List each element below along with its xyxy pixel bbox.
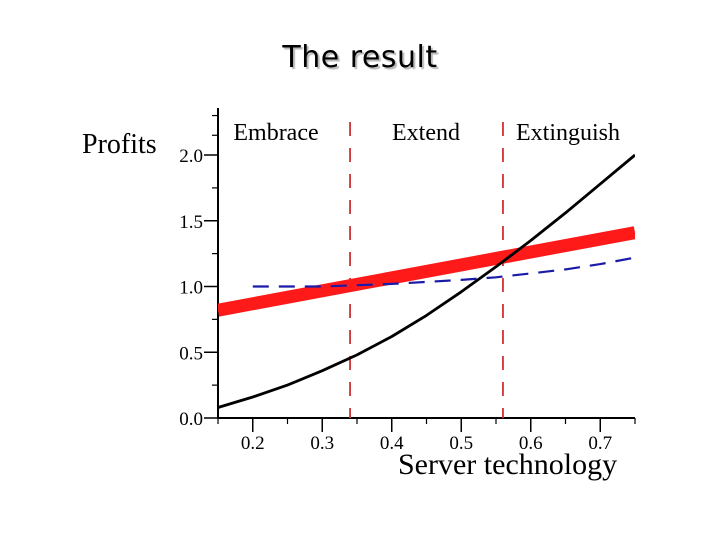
- region-label: Extinguish: [516, 120, 620, 146]
- y-tick-label: 1.0: [179, 278, 203, 299]
- series-line-1: [218, 233, 635, 311]
- y-tick-label: 0.5: [179, 343, 203, 364]
- x-tick-label: 0.3: [310, 433, 334, 454]
- y-tick-label: 1.5: [179, 212, 203, 233]
- x-axis-label: Server technology: [398, 448, 617, 481]
- y-tick-label: 0.0: [179, 409, 203, 430]
- y-axis-label: Profits: [82, 129, 157, 160]
- y-tick-label: 2.0: [179, 146, 203, 167]
- series-line-3: [218, 155, 635, 408]
- x-tick-label: 0.2: [241, 433, 265, 454]
- region-label: Embrace: [233, 120, 318, 146]
- region-label: Extend: [392, 120, 460, 146]
